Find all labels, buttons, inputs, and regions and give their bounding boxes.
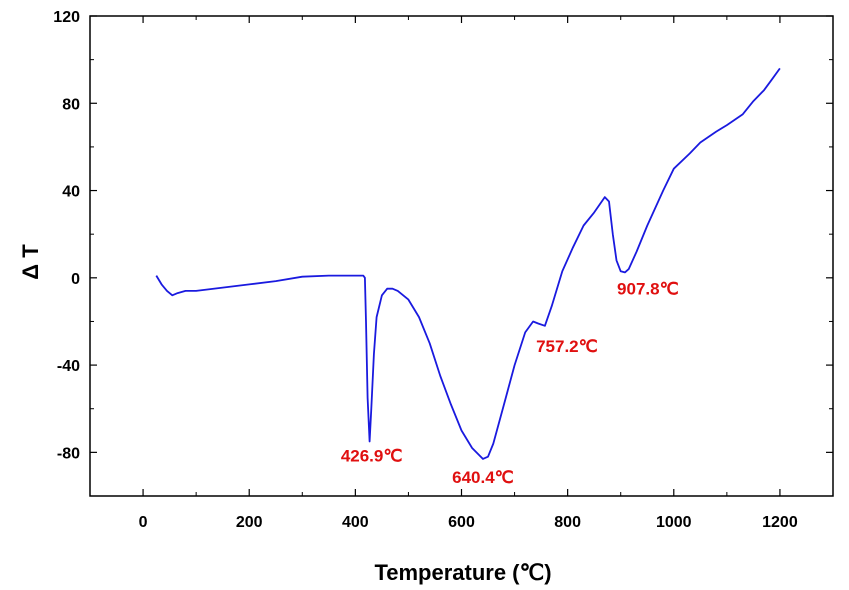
x-tick-label: 600 (448, 514, 475, 531)
x-tick-label: 400 (342, 514, 369, 531)
series-line-dta (155, 67, 781, 460)
x-tick-label: 0 (139, 514, 148, 531)
peak-annotation: 640.4℃ (452, 468, 514, 487)
x-tick-label: 800 (554, 514, 581, 531)
series-group (155, 67, 781, 460)
ticks-group (89, 15, 834, 497)
peak-annotation: 426.9℃ (341, 446, 403, 465)
x-tick-label: 200 (236, 514, 263, 531)
x-axis-title: Temperature (℃) (374, 560, 551, 585)
plot-frame (89, 15, 834, 497)
annotations-group: 426.9℃ 640.4℃ 757.2℃ 907.8℃ (341, 279, 679, 487)
y-axis-title: Δ T (18, 244, 43, 280)
x-tick-label: 1200 (762, 514, 798, 531)
y-tick-label: -80 (57, 445, 80, 462)
peak-annotation: 757.2℃ (536, 337, 598, 356)
tick-labels-group: 0 200 400 600 800 1000 1200 -80 -40 0 40 80 120 (53, 9, 798, 531)
y-tick-label: 0 (71, 271, 80, 288)
peak-annotation: 907.8℃ (617, 279, 679, 298)
y-tick-label: -40 (57, 358, 80, 375)
y-tick-label: 120 (53, 9, 80, 26)
x-tick-label: 1000 (656, 514, 692, 531)
y-tick-label: 80 (62, 96, 80, 113)
y-tick-label: 40 (62, 184, 80, 201)
